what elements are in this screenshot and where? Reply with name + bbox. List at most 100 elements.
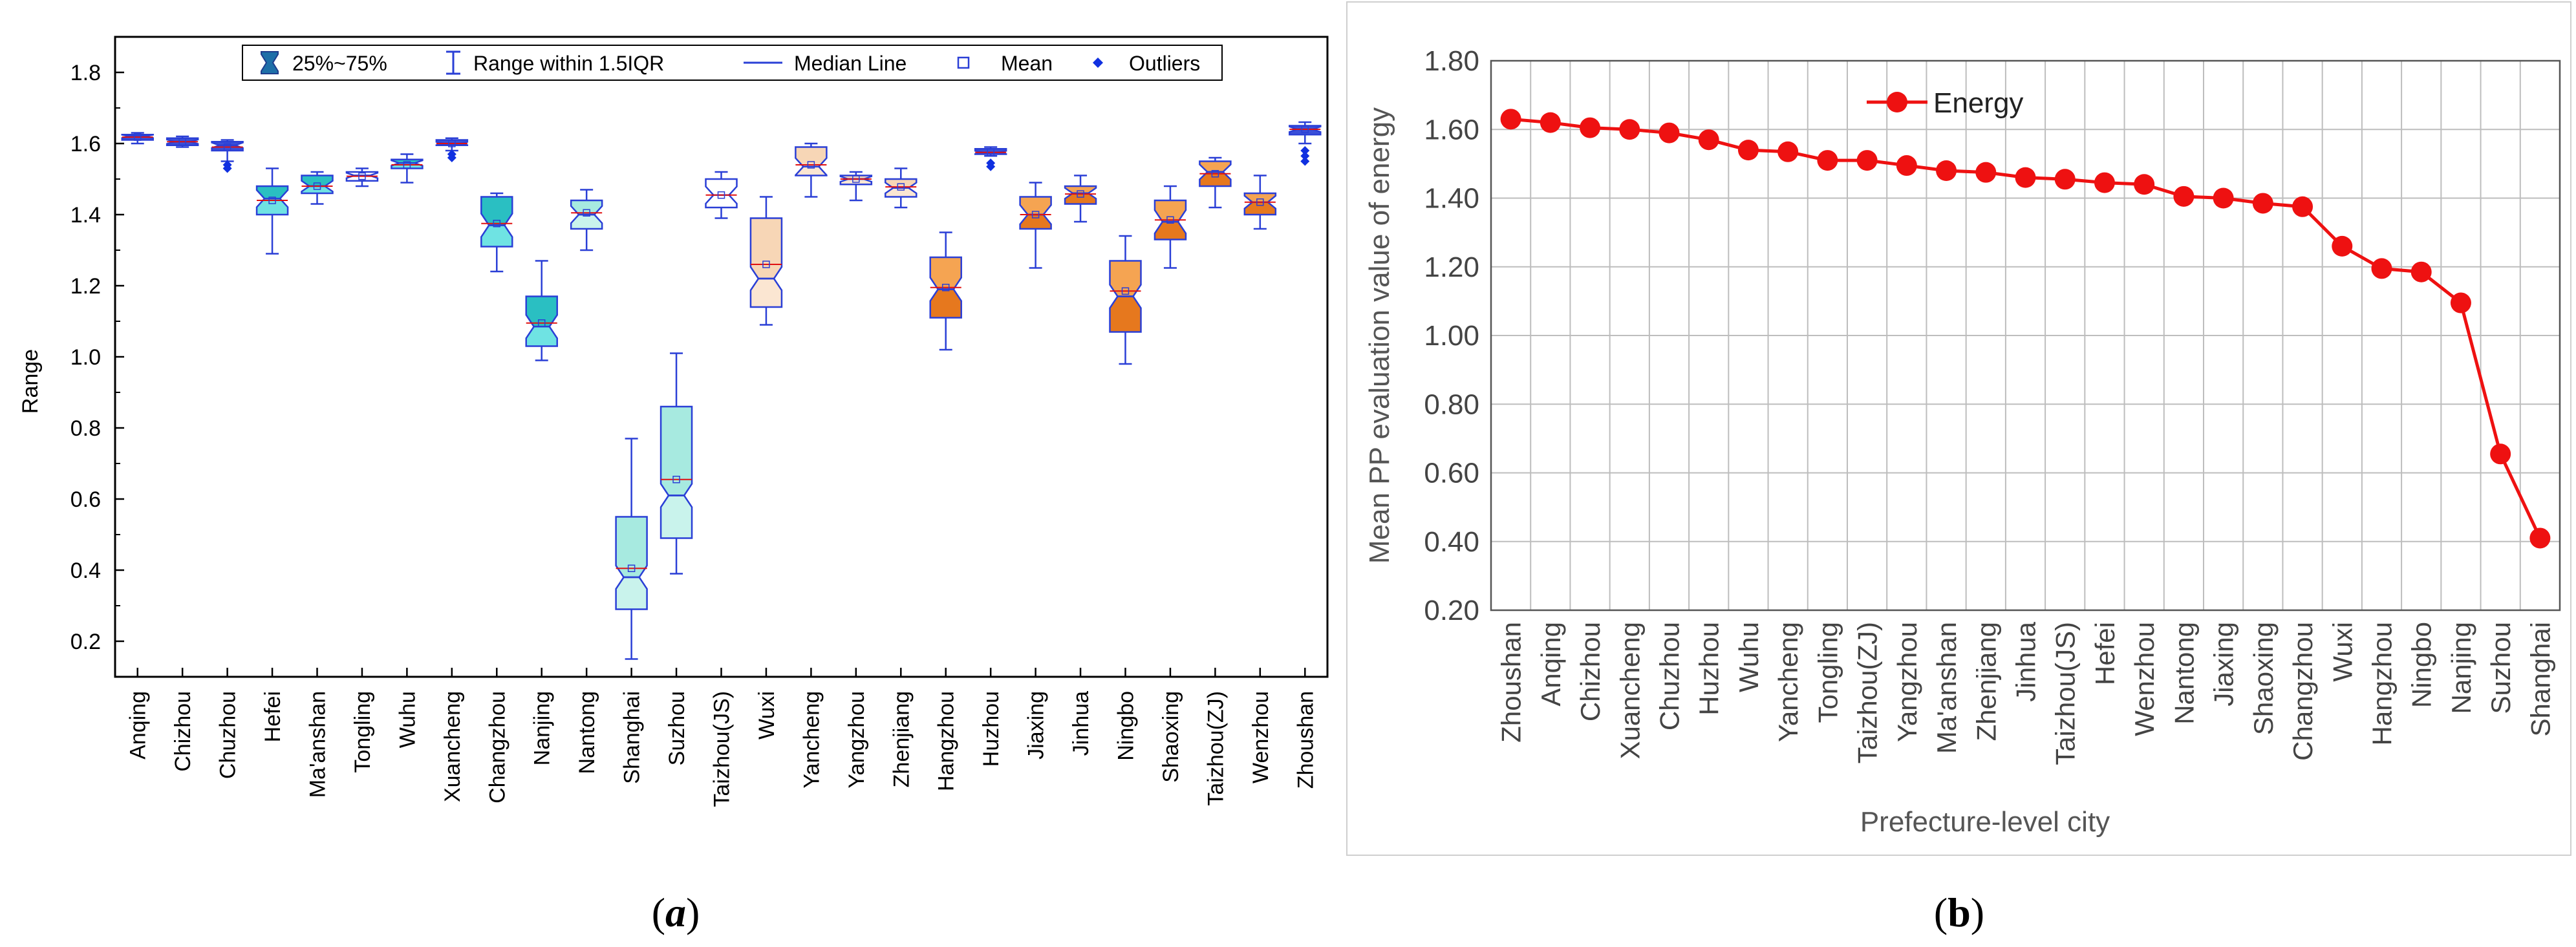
legend-energy-marker-icon [1887, 92, 1907, 112]
x-tick-label: Yangzhou [1892, 622, 1922, 742]
box-lower-half [795, 165, 828, 176]
panel-a-boxes [121, 121, 1322, 660]
energy-point-Wuxi [2332, 235, 2353, 257]
y-tick-label: 0.80 [1424, 388, 1479, 420]
panel-a-y-axis-label: Range [18, 349, 43, 414]
x-tick-label: Zhoushan [1496, 622, 1527, 743]
outlier-point [1300, 146, 1310, 155]
x-tick-label: Changzhou [2288, 622, 2318, 761]
box-upper-half [1019, 196, 1052, 216]
panel-b-y-axis: 0.20 0.40 0.60 0.80 1.00 1.20 1.40 1.60 1.80 [1424, 45, 1479, 626]
caption-a-open: ( [652, 889, 665, 935]
outlier-point [222, 164, 232, 173]
mean-marker [403, 161, 411, 169]
energy-point-Huzhou [1698, 129, 1719, 151]
box-lower-half [885, 187, 918, 198]
caption-b-open: ( [1934, 889, 1948, 935]
box-lower-half [749, 277, 783, 308]
box-lower-half [480, 224, 513, 248]
box-lower-half [1199, 171, 1232, 187]
panel-b-series-energy [1500, 109, 2551, 549]
y-tick-label: 1.2 [70, 274, 101, 299]
mean-marker [1121, 287, 1130, 295]
mean-marker [897, 183, 905, 191]
y-tick-label: 1.20 [1424, 251, 1479, 283]
x-tick-label: Taizhou(JS) [710, 691, 735, 807]
energy-point-Changzhou [2292, 196, 2313, 217]
x-tick-label: Jinhua [2011, 621, 2041, 701]
x-tick-label: Suzhou [665, 691, 689, 765]
box-Huzhou [974, 146, 1007, 171]
box-Shaoxing [1154, 185, 1187, 269]
box-Ningbo [1109, 235, 1142, 365]
energy-point-Ma'anshan [1936, 160, 1957, 181]
x-tick-label: Wuhu [395, 691, 420, 748]
box-Wuxi [749, 196, 783, 326]
y-tick-label: 1.60 [1424, 114, 1479, 145]
y-tick-label: 0.60 [1424, 458, 1479, 489]
panel-a-x-axis: Anqing Chizhou Chuzhou Hefei Ma'anshan Tongli… [126, 668, 1318, 807]
x-tick-label: Changzhou [485, 691, 510, 803]
y-tick-label: 0.4 [70, 559, 101, 583]
x-tick-label: Hangzhou [2367, 622, 2398, 745]
x-tick-label: Jiaxing [2209, 622, 2239, 707]
energy-point-Nanjing [2450, 292, 2471, 314]
x-tick-label: Xuancheng [1615, 622, 1645, 760]
energy-point-Suzhou [2490, 443, 2511, 465]
box-Taizhou(JS) [705, 171, 738, 219]
energy-point-Chizhou [1580, 117, 1601, 138]
box-lower-half [615, 576, 648, 610]
box-Nanjing [525, 260, 558, 361]
legend-mean-icon [957, 56, 970, 69]
box-upper-half [705, 178, 738, 196]
box-Hangzhou [929, 231, 962, 351]
x-tick-label: Hefei [2090, 622, 2120, 685]
box-lower-half [929, 288, 962, 319]
mean-marker [313, 182, 321, 190]
svg-text:(a): (a) [652, 889, 700, 935]
mean-marker [178, 138, 186, 145]
mean-marker [627, 564, 636, 572]
box-Changzhou [480, 192, 513, 273]
x-tick-label: Chuzhou [1655, 622, 1685, 730]
box-Chuzhou [211, 139, 244, 173]
box-Anqing [121, 132, 154, 145]
y-tick-label: 1.40 [1424, 183, 1479, 215]
energy-point-Yancheng [1777, 141, 1799, 162]
legend-box-icon [261, 51, 279, 74]
box-lower-half [570, 213, 603, 230]
x-tick-label: Hangzhou [934, 691, 959, 791]
box-upper-half [660, 405, 693, 496]
panel-b-caption: (b) [1934, 889, 1984, 935]
x-tick-label: Ningbo [2407, 622, 2437, 708]
caption-b-close: ) [1971, 889, 1984, 935]
panel-b-x-axis-label: Prefecture-level city [1860, 806, 2110, 838]
mean-marker [133, 133, 142, 141]
energy-point-Wenzhou [2134, 174, 2155, 195]
x-tick-label: Anqing [126, 691, 151, 760]
x-tick-label: Nantong [2169, 622, 2199, 725]
energy-point-Yangzhou [1896, 155, 1917, 176]
box-Yangzhou [839, 171, 873, 202]
box-lower-half [660, 495, 693, 539]
box-Hefei [255, 167, 289, 255]
box-Wuhu [391, 153, 424, 184]
mean-marker [537, 319, 546, 327]
x-tick-label: Taizhou(ZJ) [1203, 691, 1228, 806]
y-tick-label: 0.8 [70, 416, 101, 441]
panel-b-x-axis: Zhoushan Anqing Chizhou Xuancheng Chuzhou Huz… [1496, 621, 2556, 765]
x-tick-label: Shanghai [620, 691, 645, 784]
x-tick-label: Yancheng [1773, 622, 1803, 742]
panel-b-line-chart: 0.20 0.40 0.60 0.80 1.00 1.20 1.40 1.60 1.80 Zho… [1346, 1, 2571, 935]
energy-point-Xuancheng [1619, 119, 1640, 140]
energy-point-Anqing [1540, 112, 1561, 133]
y-tick-label: 1.0 [70, 345, 101, 370]
x-tick-label: Tongling [1812, 622, 1843, 723]
energy-point-Tongling [1817, 150, 1838, 171]
x-tick-label: Wenzhou [1249, 691, 1273, 783]
energy-point-Nantong [2173, 186, 2195, 207]
legend-outlier-label: Outliers [1129, 52, 1200, 75]
mean-marker [762, 261, 770, 268]
x-tick-label: Chizhou [1575, 622, 1605, 721]
